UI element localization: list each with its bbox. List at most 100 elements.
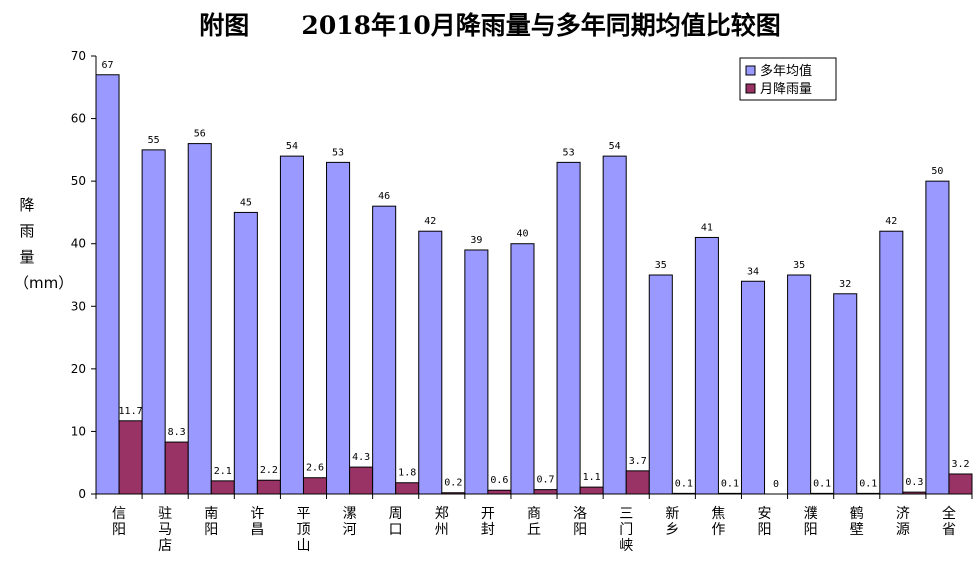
data-label: 53 (332, 147, 344, 158)
bar-average-6 (372, 205, 397, 495)
bar-average-5 (326, 161, 351, 495)
bar-rainfall-5 (349, 466, 374, 495)
x-tick-label: 周口 (389, 506, 403, 538)
bar-average-15 (787, 274, 812, 495)
data-label: 0.3 (905, 477, 923, 488)
data-label: 41 (701, 222, 713, 233)
data-label: 54 (286, 141, 298, 152)
data-label: 4.3 (352, 452, 370, 463)
data-label: 0.1 (813, 478, 831, 489)
legend-swatch (745, 65, 756, 76)
data-label: 45 (240, 197, 252, 208)
bar-average-10 (556, 161, 581, 495)
bar-average-12 (648, 274, 673, 495)
data-label: 11.7 (119, 406, 143, 417)
x-tick-label: 鹤壁 (850, 506, 864, 538)
data-label: 3.7 (629, 456, 647, 467)
data-label: 8.3 (168, 427, 186, 438)
bar-average-0 (95, 74, 120, 495)
data-label: 0 (773, 479, 779, 490)
bar-rainfall-9 (533, 489, 558, 495)
data-label: 56 (194, 129, 206, 140)
bar-average-1 (141, 149, 166, 495)
x-tick-label: 郑州 (435, 506, 449, 538)
bar-average-11 (602, 155, 627, 495)
bar-average-16 (833, 293, 858, 495)
bar-average-8 (464, 249, 489, 495)
bar-average-18 (925, 180, 950, 495)
x-tick-label: 三门峡 (619, 506, 633, 554)
x-tick-label: 安阳 (758, 506, 772, 538)
x-tick-label: 许昌 (250, 506, 264, 538)
data-label: 0.7 (536, 475, 554, 486)
y-tick-label: 10 (71, 424, 86, 438)
data-label: 1.8 (398, 468, 416, 479)
legend-swatch (745, 83, 756, 94)
x-tick-label: 信阳 (112, 506, 126, 538)
y-tick-label: 30 (71, 299, 86, 313)
y-tick-label: 20 (71, 362, 86, 376)
data-label: 40 (516, 229, 528, 240)
bar-average-17 (879, 230, 904, 495)
bar-average-13 (694, 236, 719, 495)
data-label: 67 (102, 60, 114, 71)
bar-average-3 (233, 211, 258, 495)
x-tick-label: 全省 (942, 505, 956, 538)
legend-box (739, 57, 837, 101)
y-tick-label: 70 (71, 49, 86, 63)
data-label: 3.2 (951, 459, 969, 470)
data-label: 1.1 (583, 472, 601, 483)
bar-rainfall-18 (948, 473, 973, 495)
data-label: 42 (885, 216, 897, 227)
data-label: 2.1 (214, 466, 232, 477)
data-label: 2.2 (260, 465, 278, 476)
data-label: 32 (839, 279, 851, 290)
x-tick-label: 济源 (896, 506, 910, 538)
data-label: 0.2 (444, 478, 462, 489)
bar-rainfall-10 (579, 486, 604, 495)
legend-label: 月降雨量 (760, 82, 812, 97)
x-tick-label: 新乡 (665, 506, 679, 538)
data-label: 2.6 (306, 463, 324, 474)
y-tick-label: 40 (71, 237, 86, 251)
bar-average-9 (510, 243, 535, 495)
data-label: 50 (931, 166, 943, 177)
data-label: 46 (378, 191, 390, 202)
data-label: 39 (470, 235, 482, 246)
bar-rainfall-8 (487, 489, 512, 495)
y-tick-label: 60 (71, 112, 86, 126)
data-label: 55 (148, 135, 160, 146)
data-label: 0.1 (721, 478, 739, 489)
bar-rainfall-11 (625, 470, 650, 495)
data-label: 53 (563, 147, 575, 158)
bar-rainfall-3 (256, 479, 281, 495)
bar-average-4 (279, 155, 304, 495)
bar-rainfall-4 (302, 477, 328, 495)
data-label: 35 (655, 260, 667, 271)
bar-rainfall-1 (164, 441, 189, 495)
bar-average-2 (187, 143, 212, 495)
x-tick-label: 焦作 (711, 506, 725, 538)
x-tick-label: 开封 (481, 506, 495, 538)
data-label: 0.1 (859, 478, 877, 489)
bar-rainfall-0 (118, 420, 143, 495)
y-tick-label: 0 (78, 487, 86, 501)
data-label: 42 (424, 216, 436, 227)
bar-rainfall-6 (395, 482, 420, 495)
data-label: 0.1 (675, 478, 693, 489)
x-tick-label: 商丘 (527, 506, 541, 538)
x-tick-label: 濮阳 (804, 506, 818, 538)
bar-average-14 (740, 280, 766, 495)
bar-average-7 (418, 230, 443, 495)
x-tick-label: 洛阳 (573, 506, 587, 538)
data-label: 54 (609, 141, 621, 152)
data-label: 34 (747, 266, 759, 277)
x-tick-label: 平顶山 (296, 506, 310, 554)
x-tick-label: 南阳 (204, 506, 218, 538)
data-label: 0.6 (490, 475, 508, 486)
y-tick-label: 50 (71, 174, 86, 188)
x-tick-label: 漯河 (343, 506, 357, 538)
x-tick-label: 驻马店 (158, 506, 172, 554)
data-label: 35 (793, 260, 805, 271)
